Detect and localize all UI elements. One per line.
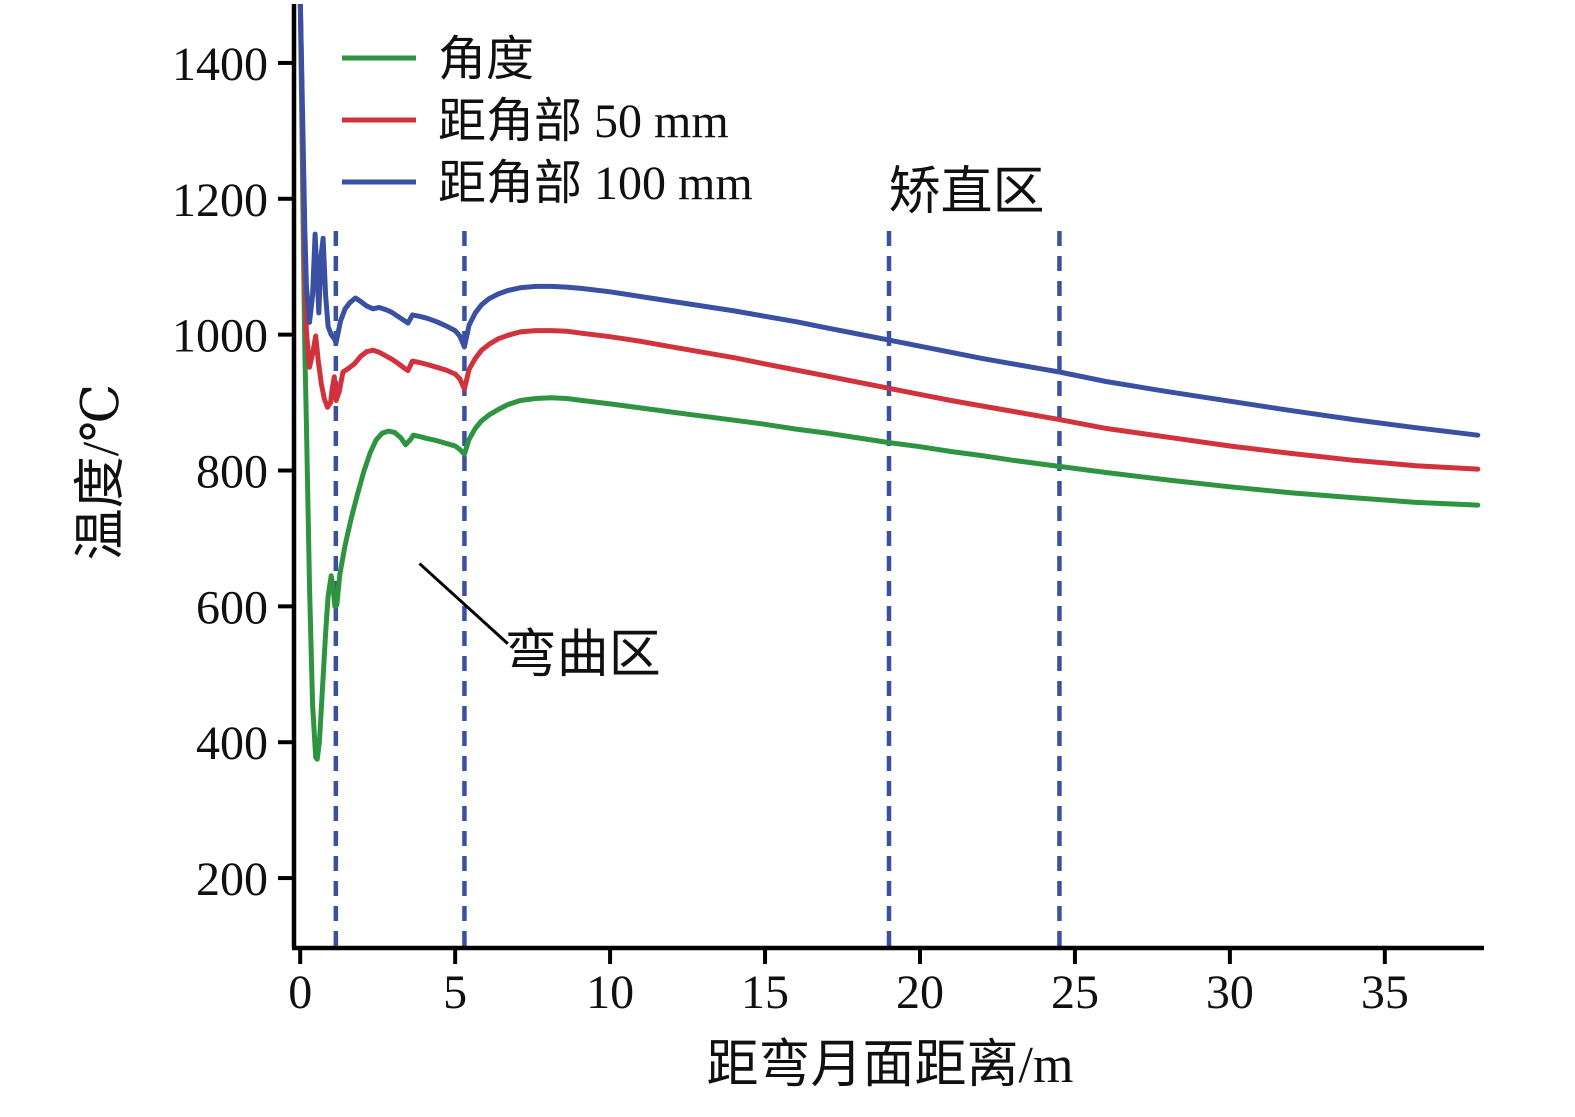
x-tick-label: 30 — [1206, 966, 1254, 1019]
x-tick-label: 10 — [586, 966, 634, 1019]
y-tick-label: 1000 — [172, 310, 268, 363]
x-tick-label: 15 — [741, 966, 789, 1019]
y-tick-label: 600 — [196, 581, 268, 634]
series-line-0 — [297, 4, 1481, 762]
y-tick-label: 1200 — [172, 174, 268, 227]
x-tick-label: 5 — [443, 966, 467, 1019]
annotation-leader-1 — [418, 562, 509, 645]
annotation-text-0: 矫直区 — [888, 164, 1044, 221]
x-tick-label: 20 — [896, 966, 944, 1019]
x-tick-label: 35 — [1361, 966, 1409, 1019]
legend-label-2: 距角部 100 mm — [438, 157, 753, 210]
y-tick-label: 200 — [196, 853, 268, 906]
y-tick-label: 800 — [196, 446, 268, 499]
series-line-1 — [297, 4, 1481, 472]
y-axis-title: 温度/℃ — [73, 384, 130, 561]
x-tick-label: 0 — [288, 966, 312, 1019]
series-line-2 — [297, 4, 1481, 438]
annotation-text-1: 弯曲区 — [505, 626, 661, 684]
legend-label-0: 角度 — [438, 33, 534, 86]
series-group — [297, 4, 1481, 762]
y-tick-label: 400 — [196, 717, 268, 770]
y-tick-label: 1400 — [172, 38, 268, 91]
x-tick-label: 25 — [1051, 966, 1099, 1019]
legend-label-1: 距角部 50 mm — [438, 95, 729, 148]
x-axis-title: 距弯月面距离/m — [707, 1036, 1074, 1094]
